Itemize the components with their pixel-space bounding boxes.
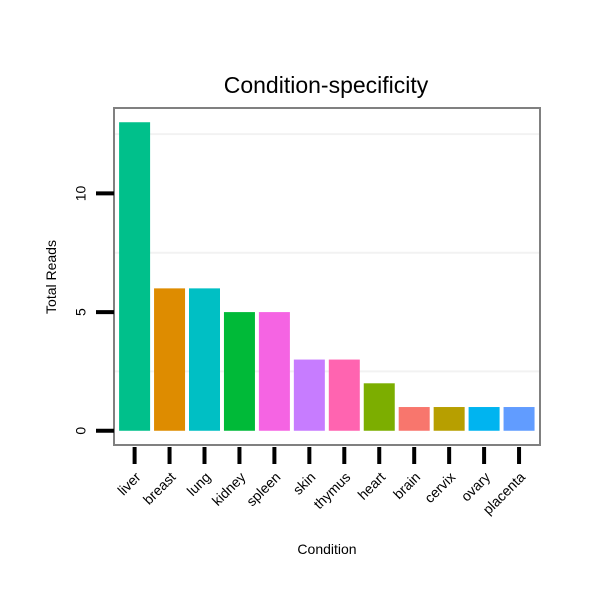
bar-kidney (223, 312, 255, 431)
y-tick-label: 10 (73, 185, 89, 201)
y-axis-title: Total Reads (43, 240, 59, 314)
grid-lines (115, 133, 539, 373)
bar-brain (398, 407, 430, 431)
y-tick-label: 0 (73, 427, 89, 435)
bar-liver (119, 122, 151, 431)
bar-heart (363, 383, 395, 431)
bar-placenta (503, 407, 535, 431)
plot-border (113, 107, 541, 446)
bar-skin (293, 359, 325, 431)
bar-cervix (433, 407, 465, 431)
x-axis-title: Condition (297, 541, 356, 557)
bar-spleen (258, 312, 290, 431)
bar-breast (154, 288, 186, 431)
bar-thymus (328, 359, 360, 431)
bar-lung (189, 288, 220, 431)
y-tick-label: 5 (73, 308, 89, 316)
y-axis: 0 5 10 (73, 185, 114, 435)
chart-title: Condition-specificity (224, 72, 429, 98)
bar-ovary (468, 407, 500, 431)
bars (119, 122, 535, 431)
